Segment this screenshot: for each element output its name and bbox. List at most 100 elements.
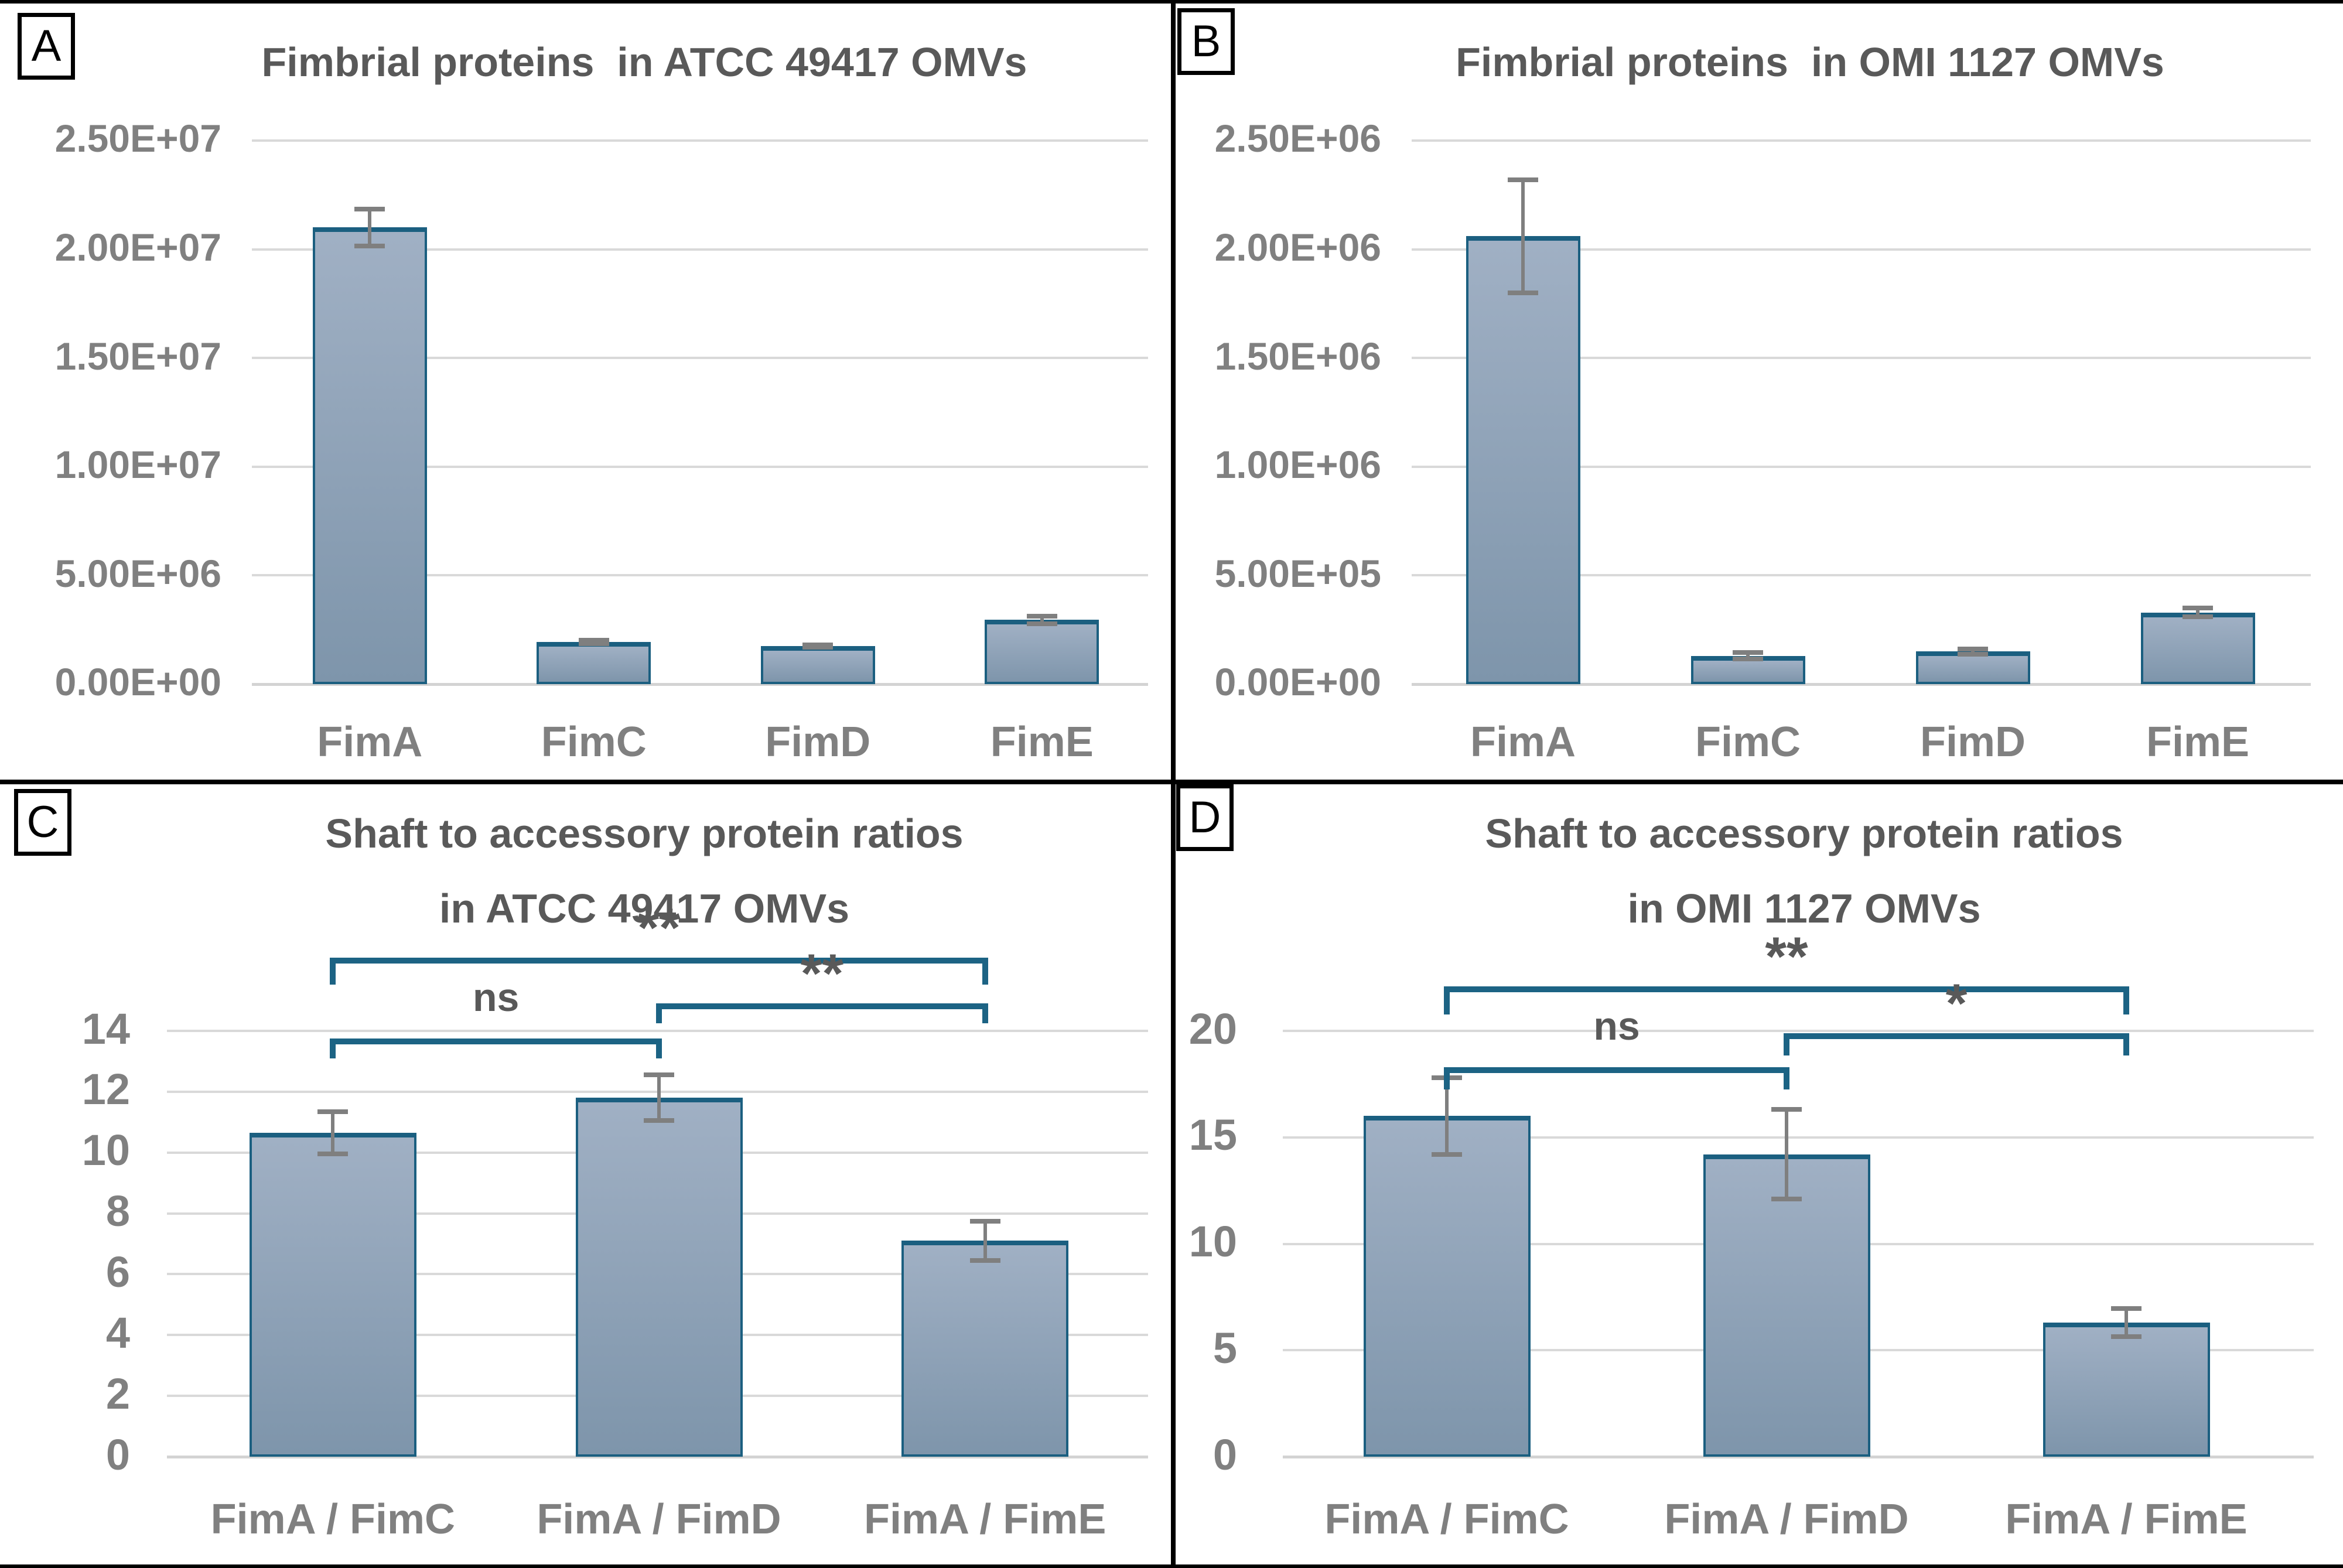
error-whisker	[1040, 616, 1044, 624]
error-cap	[969, 1218, 1000, 1224]
category-label: FimE	[2146, 719, 2250, 766]
gridline	[252, 357, 1148, 360]
bar	[312, 227, 427, 684]
sig-bracket	[1444, 1067, 1789, 1073]
category-label: FimA / FimD	[537, 1496, 781, 1543]
chart-title-line: Fimbrial proteins in OMI 1127 OMVs	[1456, 39, 2164, 85]
y-tick-label: 5.00E+06	[54, 551, 221, 595]
y-tick-label: 5.00E+05	[1214, 551, 1381, 595]
panel-label-box: C	[14, 789, 71, 856]
error-cap	[2111, 1334, 2142, 1339]
y-tick-label: 0	[1213, 1430, 1237, 1479]
y-tick-label: 10	[1188, 1217, 1237, 1266]
y-tick-label: 20	[1188, 1004, 1237, 1053]
panel-label: C	[26, 797, 59, 847]
y-tick-label: 1.50E+06	[1214, 334, 1381, 378]
gridline	[1412, 574, 2311, 577]
gridline	[167, 1030, 1148, 1032]
gridline	[252, 139, 1148, 142]
error-cap	[644, 1072, 674, 1078]
error-cap	[644, 1118, 674, 1123]
y-tick-label: 14	[81, 1004, 130, 1053]
error-cap	[317, 1152, 349, 1157]
gridline	[1283, 1030, 2314, 1032]
y-tick-label: 2.00E+07	[54, 226, 221, 269]
error-cap	[578, 641, 609, 647]
sig-bracket	[330, 1038, 662, 1044]
panel-label: B	[1191, 16, 1221, 66]
chart-title-line: Fimbrial proteins in ATCC 49417 OMVs	[261, 39, 1027, 85]
error-whisker	[368, 209, 372, 247]
category-label: FimD	[765, 719, 871, 766]
y-tick-label: 6	[105, 1248, 130, 1297]
error-whisker	[1785, 1109, 1788, 1200]
sig-bracket-leg	[1784, 1033, 1789, 1055]
gridline	[252, 574, 1148, 577]
error-cap	[317, 1109, 349, 1114]
sig-bracket-label: **	[1765, 925, 1808, 987]
bar	[2043, 1322, 2210, 1457]
category-label: FimA	[1470, 719, 1576, 766]
error-cap	[578, 638, 609, 643]
panel-label-box: B	[1177, 8, 1235, 75]
gridline	[252, 465, 1148, 468]
error-whisker	[1746, 653, 1750, 660]
bar	[760, 646, 875, 684]
chart-title-line: Shaft to accessory protein ratios	[325, 811, 964, 856]
chart-title-line: in OMI 1127 OMVs	[1627, 886, 1981, 931]
error-cap	[802, 642, 834, 647]
error-cap	[1508, 177, 1538, 182]
sig-bracket-leg	[982, 958, 988, 985]
sig-bracket-leg	[2123, 1033, 2129, 1055]
error-whisker	[1445, 1077, 1449, 1154]
y-tick-label: 12	[81, 1065, 130, 1114]
error-whisker	[1521, 179, 1525, 293]
error-cap	[2111, 1306, 2142, 1311]
y-tick-label: 2.50E+07	[54, 117, 221, 160]
sig-bracket-label: *	[1945, 972, 1968, 1034]
gridline	[252, 248, 1148, 251]
sig-bracket-leg	[330, 958, 336, 985]
bar	[575, 1098, 743, 1457]
category-label: FimA	[317, 719, 423, 766]
y-tick-label: 0.00E+00	[1214, 660, 1381, 704]
gridline	[167, 1456, 1148, 1458]
sig-bracket-label: ns	[1593, 1003, 1640, 1048]
error-whisker	[1971, 648, 1975, 654]
sig-bracket-label: ns	[472, 975, 520, 1020]
error-cap	[354, 206, 385, 211]
sig-bracket-leg	[1784, 1067, 1789, 1089]
y-tick-label: 0.00E+00	[54, 660, 221, 704]
y-tick-label: 1.00E+07	[54, 443, 221, 487]
panel-C: C 14 12 10 8 6 4 2 0 FimA / FimC FimA / FimD FimA …	[0, 782, 1172, 1568]
panel-label: A	[31, 21, 62, 71]
error-cap	[1733, 650, 1763, 655]
bar	[537, 642, 651, 684]
error-cap	[1026, 621, 1057, 627]
category-label: FimA / FimE	[2005, 1496, 2248, 1543]
y-tick-label: 4	[105, 1308, 130, 1357]
gridline	[1283, 1456, 2314, 1458]
gridline	[252, 683, 1148, 686]
y-tick-label: 8	[105, 1187, 130, 1236]
sig-bracket	[1784, 1033, 2129, 1039]
category-label: FimC	[541, 719, 647, 766]
error-cap	[1432, 1152, 1462, 1157]
bar	[901, 1241, 1069, 1457]
sig-bracket-leg	[2123, 986, 2129, 1014]
gridline	[1412, 248, 2311, 251]
error-whisker	[657, 1075, 661, 1121]
bar	[249, 1132, 416, 1457]
bar	[1363, 1116, 1531, 1457]
y-tick-label: 15	[1188, 1111, 1237, 1160]
panel-A: A 2.50E+07 2.00E+07 1.50E+07 1.00E+07 5.00E+…	[0, 0, 1172, 782]
error-cap	[2183, 606, 2213, 611]
sig-bracket-label: **	[637, 897, 681, 959]
error-cap	[802, 645, 834, 650]
y-tick-label: 1.00E+06	[1214, 443, 1381, 487]
gridline	[1283, 1136, 2314, 1139]
category-label: FimA / FimC	[210, 1496, 455, 1543]
category-label: FimA / FimC	[1324, 1496, 1569, 1543]
y-tick-label: 2.00E+06	[1214, 226, 1381, 269]
